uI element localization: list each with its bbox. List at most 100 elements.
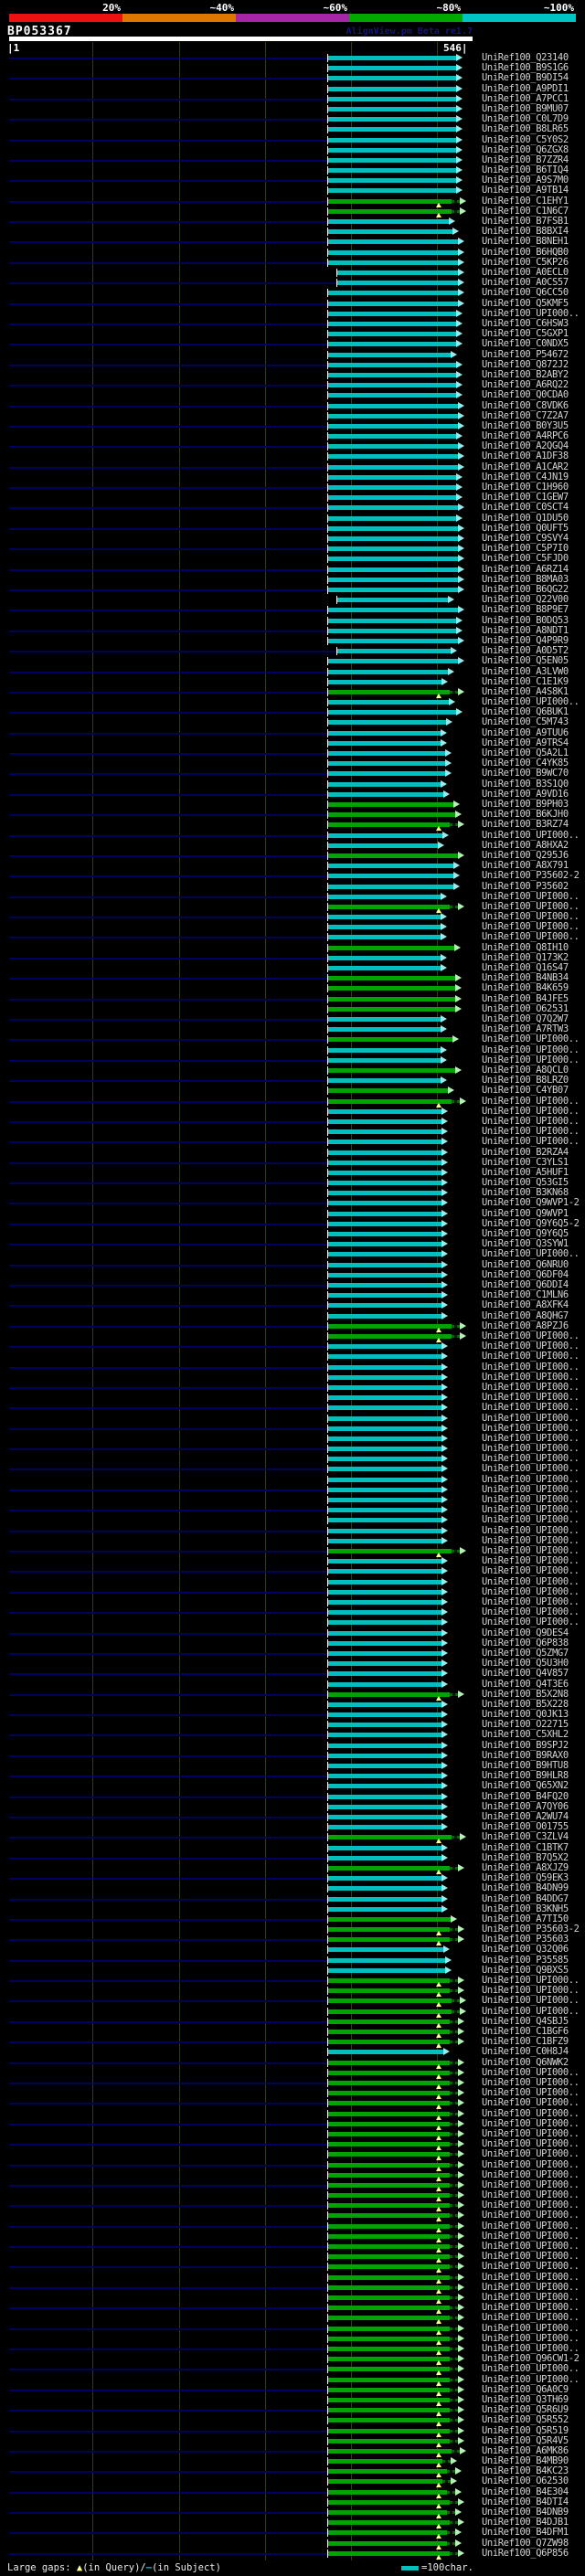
alignment-arrowhead-icon (441, 1168, 448, 1176)
alignment-start-tick (327, 1404, 328, 1413)
subject-label: UniRef100_C5GXP1 (482, 328, 569, 340)
alignment-arrowhead-icon (458, 2344, 464, 2352)
subject-label: UniRef100_B5X228 (482, 1698, 569, 1710)
subject-unaligned-line (9, 1366, 328, 1369)
subject-gap-dash (450, 2316, 458, 2320)
gridline (265, 42, 266, 2560)
subject-unaligned-line (9, 610, 328, 612)
subject-label: UniRef100_B9RAX0 (482, 1749, 569, 1761)
subject-label: UniRef100_B7FSB1 (482, 216, 569, 228)
subject-label: UniRef100_B8NEH1 (482, 236, 569, 248)
alignment-arrowhead-icon (441, 1802, 448, 1810)
alignment-arrowhead-icon (445, 749, 452, 758)
alignment-bar (328, 1804, 441, 1809)
alignment-bar (328, 117, 456, 122)
alignment-arrowhead-icon (458, 2140, 464, 2148)
alignment-start-tick (327, 1802, 328, 1811)
alignment-row: UniRef100_C6HSW3 (0, 318, 585, 329)
alignment-row: UniRef100_Q3SYW1 (0, 1239, 585, 1249)
subject-label: UniRef100_Q0JK13 (482, 1709, 569, 1721)
alignment-bar (328, 1825, 441, 1830)
alignment-start-tick (327, 1301, 328, 1310)
subject-unaligned-line (9, 691, 328, 694)
subject-gap-dash (450, 2285, 458, 2289)
alignment-start-tick (327, 115, 328, 124)
subject-unaligned-line (9, 1100, 328, 1103)
alignment-bar (328, 1957, 445, 1963)
subject-unaligned-line (9, 998, 328, 1001)
query-gap-marker-icon (436, 2554, 441, 2560)
alignment-bar (328, 1998, 452, 2004)
alignment-arrowhead-icon (455, 984, 462, 992)
subject-unaligned-line (9, 2450, 328, 2453)
query-gap-marker-icon (436, 1839, 441, 1844)
alignment-arrowhead-icon (458, 462, 464, 471)
query-gap-marker-icon (436, 2442, 441, 2447)
alignment-arrowhead-icon (441, 1762, 448, 1770)
alignment-arrowhead-icon (453, 800, 460, 808)
subject-label: UniRef100_UPI000.. (482, 2261, 580, 2273)
subject-label: UniRef100_UPI000.. (482, 2005, 580, 2017)
subject-label: UniRef100_UPI000.. (482, 2302, 580, 2314)
alignment-arrowhead-icon (456, 115, 463, 123)
alignment-row: UniRef100_A5HUF1 (0, 1167, 585, 1178)
alignment-row: UniRef100_B9SPJ2 (0, 1740, 585, 1751)
alignment-arrowhead-icon (448, 596, 454, 604)
alignment-row: UniRef100_C7Z2A7 (0, 410, 585, 421)
subject-label: UniRef100_Q6P856 (482, 2547, 569, 2559)
subject-label: UniRef100_UPI000.. (482, 2148, 580, 2160)
alignment-start-tick (327, 1475, 328, 1484)
alignment-row: UniRef100_Q7ZW98 (0, 2538, 585, 2549)
alignment-arrowhead-icon (456, 626, 463, 634)
alignment-start-tick (327, 125, 328, 134)
alignment-start-tick (327, 258, 328, 267)
alignment-start-tick (327, 421, 328, 430)
alignment-row: UniRef100_UPI000.. (0, 2179, 585, 2191)
alignment-start-tick (327, 94, 328, 103)
alignment-bar (328, 1569, 441, 1574)
subject-unaligned-line (9, 1285, 328, 1288)
alignment-arrowhead-icon (458, 2416, 464, 2424)
alignment-row: UniRef100_B5X2N8 (0, 1689, 585, 1701)
query-gap-marker-icon (436, 2073, 441, 2079)
subject-unaligned-line (9, 1182, 328, 1185)
query-gap-marker-icon (436, 693, 441, 698)
subject-label: UniRef100_Q6BUK1 (482, 706, 569, 718)
alignment-row: UniRef100_B6HQB0 (0, 247, 585, 258)
alignment-start-tick (327, 575, 328, 584)
alignment-start-tick (327, 1209, 328, 1218)
subject-gap-dash (450, 2388, 458, 2391)
subject-label: UniRef100_UPI000.. (482, 921, 580, 933)
subject-unaligned-line (9, 588, 328, 591)
subject-gap-dash (450, 1928, 458, 1932)
alignment-start-tick (327, 2385, 328, 2394)
subject-label: UniRef100_B4FQ20 (482, 1790, 569, 1802)
alignment-row: UniRef100_B4MB90 (0, 2455, 585, 2468)
alignment-bar (328, 791, 443, 797)
alignment-start-tick (327, 2436, 328, 2445)
alignment-row: UniRef100_B9MU07 (0, 103, 585, 114)
subject-unaligned-line (9, 1407, 328, 1410)
alignment-row: UniRef100_UPI000.. (0, 2313, 585, 2325)
alignment-start-tick (327, 974, 328, 983)
alignment-bar (328, 1191, 441, 1196)
alignment-bar (328, 689, 450, 694)
alignment-start-tick (327, 104, 328, 113)
alignment-start-tick (327, 2109, 328, 2118)
subject-unaligned-line (9, 2225, 328, 2228)
alignment-bar (328, 1118, 441, 1124)
alignment-row: UniRef100_C5XHL2 (0, 1730, 585, 1740)
alignment-bar (328, 137, 456, 143)
alignment-arrowhead-icon (458, 2283, 464, 2291)
alignment-row: UniRef100_A6MK86 (0, 2445, 585, 2457)
alignment-arrowhead-icon (441, 779, 447, 788)
subject-unaligned-line (9, 159, 328, 162)
alignment-arrowhead-icon (441, 1711, 448, 1719)
alignment-start-tick (327, 1731, 328, 1740)
alignment-arrowhead-icon (458, 248, 464, 256)
alignment-arrowhead-icon (441, 1209, 448, 1217)
alignment-arrowhead-icon (441, 1670, 448, 1678)
subject-label: UniRef100_B4MB90 (482, 2455, 569, 2467)
alignment-bar (328, 577, 458, 582)
gridline (351, 42, 352, 2560)
